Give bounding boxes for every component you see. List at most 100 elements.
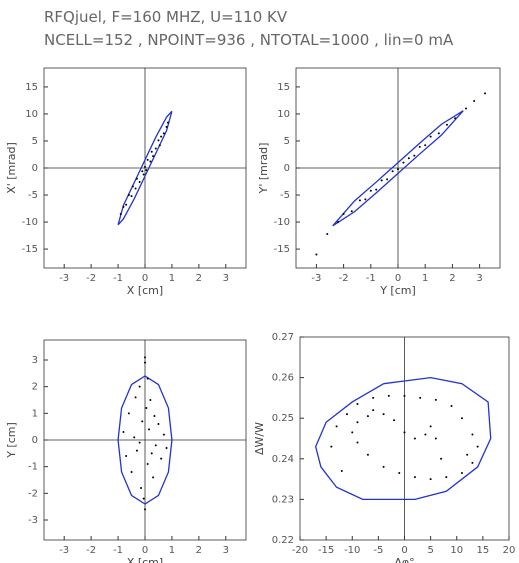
y-tick-label: 5 xyxy=(32,136,38,147)
particle xyxy=(471,433,474,436)
particle xyxy=(450,405,453,408)
particle xyxy=(337,221,340,224)
particle xyxy=(127,194,130,197)
particle xyxy=(434,398,437,401)
particle xyxy=(387,394,390,397)
particle xyxy=(403,394,406,397)
y-tick-label: 2 xyxy=(32,382,38,393)
y-tick-label: 0.23 xyxy=(272,494,294,505)
y-tick-label: 0.22 xyxy=(272,535,294,546)
x-tick-label: 15 xyxy=(477,545,490,556)
particle xyxy=(144,165,146,168)
particle xyxy=(144,361,146,364)
particle xyxy=(419,396,422,399)
x-tick-label: 2 xyxy=(196,545,202,556)
y-tick-label: -15 xyxy=(274,244,290,255)
particle xyxy=(351,431,354,434)
particle xyxy=(429,478,432,481)
particle xyxy=(154,444,157,447)
particle xyxy=(356,441,359,444)
particle xyxy=(403,431,406,434)
x-tick-label: 10 xyxy=(450,545,463,556)
particle xyxy=(160,457,163,460)
particle xyxy=(372,396,375,399)
particle xyxy=(407,157,410,160)
y-tick-label: 15 xyxy=(25,82,38,93)
particle xyxy=(154,147,157,150)
particle xyxy=(330,445,333,448)
particle xyxy=(434,437,437,440)
particle xyxy=(465,107,467,110)
particle xyxy=(160,135,163,138)
particle xyxy=(358,199,361,202)
y-tick-label: 10 xyxy=(277,109,290,120)
particle xyxy=(146,158,149,161)
particle xyxy=(335,425,338,428)
particle xyxy=(157,423,160,425)
x-tick-label: -15 xyxy=(318,545,334,556)
particle xyxy=(138,385,141,388)
particle xyxy=(413,154,416,157)
particle xyxy=(413,437,416,440)
particle xyxy=(145,407,148,409)
x-axis-label: Y [cm] xyxy=(379,284,416,297)
y-tick-label: 0 xyxy=(32,163,38,174)
envelope xyxy=(117,110,173,226)
particle xyxy=(142,173,145,176)
y-tick-label: 0.25 xyxy=(272,413,294,424)
x-tick-label: 3 xyxy=(223,273,229,284)
particle xyxy=(429,135,432,138)
x-tick-label: 20 xyxy=(503,545,516,556)
particle xyxy=(476,445,479,448)
particle xyxy=(382,465,385,468)
particle xyxy=(165,125,168,128)
particle xyxy=(162,132,165,135)
particle xyxy=(152,476,155,479)
x-tick-label: -3 xyxy=(59,545,69,556)
header-line: RFQjuel, F=160 MHZ, U=110 KV xyxy=(44,8,288,26)
particle xyxy=(466,453,469,456)
particle xyxy=(424,144,427,147)
particle xyxy=(380,179,383,182)
particle xyxy=(391,170,394,173)
particle xyxy=(440,457,443,460)
x-tick-label: 1 xyxy=(169,545,175,556)
x-tick-label: -1 xyxy=(113,545,123,556)
y-tick-label: 15 xyxy=(277,82,290,93)
x-tick-label: -2 xyxy=(86,273,96,284)
particle xyxy=(364,198,367,201)
particle xyxy=(134,396,137,399)
particle xyxy=(122,205,125,208)
particle xyxy=(125,203,128,206)
y-axis-label: ΔW/W xyxy=(253,422,266,455)
y-tick-label: -5 xyxy=(280,190,290,201)
particle xyxy=(350,210,353,213)
particle xyxy=(165,447,168,449)
y-tick-label: -2 xyxy=(28,488,38,499)
envelope xyxy=(117,375,173,505)
particle xyxy=(429,425,432,428)
particle xyxy=(150,150,153,153)
particle xyxy=(342,212,345,215)
y-tick-label: 5 xyxy=(284,136,290,147)
y-tick-label: -10 xyxy=(274,217,290,228)
x-axis-label: Δφ° xyxy=(394,556,414,563)
y-tick-label: -1 xyxy=(28,462,38,473)
x-tick-label: -20 xyxy=(292,545,308,556)
particle xyxy=(424,433,427,436)
particle xyxy=(471,461,474,464)
particle xyxy=(386,178,389,181)
particle xyxy=(413,476,416,479)
particle xyxy=(149,399,152,401)
x-tick-label: 1 xyxy=(422,273,428,284)
particle xyxy=(382,413,385,416)
y-axis-label: X' [mrad] xyxy=(5,142,18,194)
x-axis-label: X [cm] xyxy=(127,284,163,297)
particle xyxy=(445,476,448,479)
particle xyxy=(398,472,401,475)
particle xyxy=(144,508,146,511)
x-tick-label: -2 xyxy=(339,273,349,284)
particle xyxy=(153,415,156,417)
particle xyxy=(130,471,133,473)
